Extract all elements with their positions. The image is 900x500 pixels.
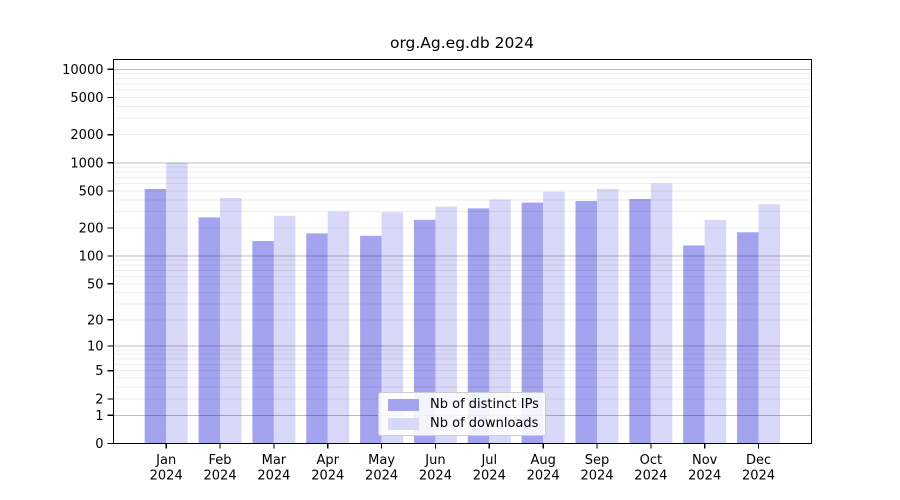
x-tick-label-month-Jul: Jul	[480, 453, 497, 468]
y-tick-label-2000: 2000	[70, 128, 103, 143]
x-tick-label-year-Feb: 2024	[204, 469, 237, 484]
y-tick-label-5: 5	[95, 364, 103, 379]
legend-swatch-distinct-ips-icon	[388, 398, 419, 411]
y-tick-label-20: 20	[87, 313, 104, 328]
x-tick-label-year-Nov: 2024	[688, 469, 721, 484]
y-tick-label-0: 0	[95, 437, 103, 452]
x-tick-label-month-Dec: Dec	[746, 453, 771, 468]
y-tick-label-1: 1	[95, 409, 103, 424]
x-tick-label-month-Oct: Oct	[640, 453, 662, 468]
x-tick-label-month-Mar: Mar	[262, 453, 287, 468]
y-tick-label-50: 50	[87, 277, 104, 292]
bar-distinct-ips-May	[360, 235, 382, 444]
bar-downloads-Jun	[435, 206, 457, 444]
x-tick-label-month-Feb: Feb	[209, 453, 232, 468]
x-tick-label-year-Jun: 2024	[419, 469, 452, 484]
bar-downloads-Feb	[220, 197, 242, 444]
x-tick-label-month-Nov: Nov	[692, 453, 718, 468]
y-tick-label-500: 500	[79, 184, 104, 199]
legend-swatch-downloads-icon	[388, 417, 419, 430]
x-tick-label-month-Apr: Apr	[317, 453, 340, 468]
x-tick-label-month-Jun: Jun	[424, 453, 445, 468]
bar-distinct-ips-Jun	[413, 219, 436, 444]
bar-downloads-Mar	[273, 215, 296, 444]
bar-downloads-Dec	[758, 204, 781, 444]
x-tick-label-year-Mar: 2024	[257, 469, 290, 484]
x-tick-label-month-Aug: Aug	[530, 453, 555, 468]
x-tick-label-year-Sep: 2024	[580, 469, 613, 484]
x-tick-label-year-Aug: 2024	[527, 469, 560, 484]
y-tick-label-1000: 1000	[70, 156, 103, 171]
bar-distinct-ips-Apr	[306, 233, 328, 444]
legend-label-distinct-ips: Nb of distinct IPs	[430, 397, 539, 412]
bar-downloads-Jul	[489, 199, 511, 444]
axes-group	[112, 58, 813, 445]
bar-distinct-ips-Oct	[629, 198, 651, 444]
bar-distinct-ips-Jan	[144, 188, 167, 444]
y-tick-label-10000: 10000	[62, 63, 103, 78]
legend-item-distinct-ips: Nb of distinct IPs	[379, 397, 545, 412]
legend-item-downloads: Nb of downloads	[379, 416, 545, 431]
bars-group	[144, 162, 781, 444]
bar-downloads-Apr	[327, 211, 350, 444]
y-tick-label-200: 200	[79, 222, 104, 237]
x-tick-label-year-Jan: 2024	[150, 469, 183, 484]
bar-downloads-Sep	[597, 188, 619, 444]
bar-downloads-Nov	[704, 219, 727, 444]
x-tick-label-year-Oct: 2024	[634, 469, 667, 484]
bar-distinct-ips-Mar	[252, 241, 274, 444]
bar-distinct-ips-Jul	[467, 208, 490, 444]
x-tick-label-month-May: May	[368, 453, 395, 468]
x-tick-label-month-Jan: Jan	[155, 453, 176, 468]
bar-distinct-ips-Nov	[683, 245, 705, 444]
x-tick-label-year-Jul: 2024	[473, 469, 506, 484]
x-tick-label-year-Apr: 2024	[311, 469, 344, 484]
chart-title: org.Ag.eg.db 2024	[389, 34, 535, 52]
bar-downloads-Oct	[650, 183, 673, 444]
x-tick-label-month-Sep: Sep	[585, 453, 610, 468]
y-tick-label-100: 100	[79, 249, 104, 264]
legend: Nb of distinct IPs Nb of downloads	[378, 392, 546, 436]
x-tick-label-year-May: 2024	[365, 469, 398, 484]
y-tick-label-10: 10	[87, 340, 104, 355]
bar-downloads-Jan	[166, 162, 188, 444]
y-tick-label-2: 2	[95, 392, 103, 407]
bar-distinct-ips-Sep	[575, 201, 597, 444]
bar-distinct-ips-Feb	[198, 217, 221, 444]
bar-downloads-May	[381, 212, 404, 444]
y-tick-label-5000: 5000	[70, 91, 103, 106]
bar-distinct-ips-Aug	[521, 202, 544, 444]
legend-label-downloads: Nb of downloads	[430, 416, 539, 431]
x-tick-label-year-Dec: 2024	[742, 469, 775, 484]
bar-distinct-ips-Dec	[737, 232, 759, 444]
gridlines-group	[113, 68, 812, 416]
bar-downloads-Aug	[543, 191, 565, 444]
tick-labels-group: 100005000200010005002001005020105210Jan2…	[62, 63, 775, 484]
